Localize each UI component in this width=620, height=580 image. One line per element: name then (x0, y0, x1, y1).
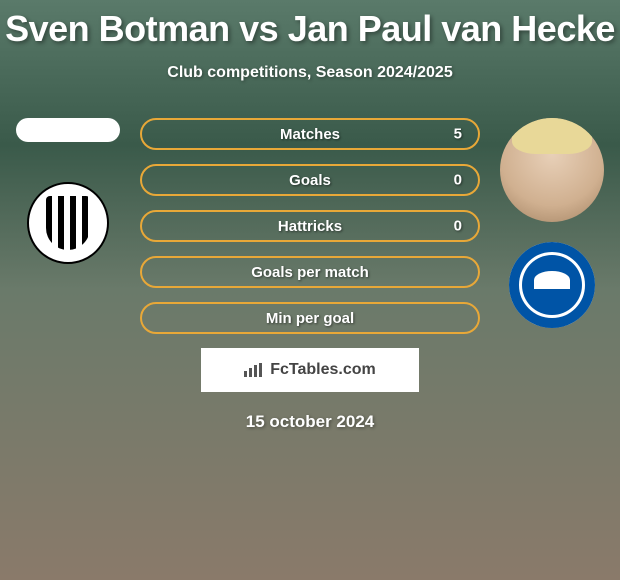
stat-row-hattricks: Hattricks 0 (140, 210, 480, 242)
stat-rows: Matches 5 Goals 0 Hattricks 0 Goals per … (140, 118, 480, 334)
bar-chart-icon (244, 363, 264, 377)
page-title: Sven Botman vs Jan Paul van Hecke (0, 0, 620, 50)
right-player-column (492, 118, 612, 328)
stat-label: Hattricks (278, 218, 342, 235)
newcastle-crest-icon (46, 196, 90, 250)
left-club-logo (27, 182, 109, 264)
comparison-content: Matches 5 Goals 0 Hattricks 0 Goals per … (0, 118, 620, 432)
watermark: FcTables.com (201, 348, 419, 392)
left-player-photo (16, 118, 120, 142)
watermark-text: FcTables.com (270, 361, 376, 379)
stat-label: Min per goal (266, 310, 354, 327)
brighton-crest-icon (509, 242, 595, 328)
date-label: 15 october 2024 (0, 412, 620, 432)
stat-value: 0 (454, 172, 462, 189)
stat-row-min-per-goal: Min per goal (140, 302, 480, 334)
right-player-photo (500, 118, 604, 222)
stat-row-goals-per-match: Goals per match (140, 256, 480, 288)
stat-label: Goals per match (251, 264, 369, 281)
stat-value: 0 (454, 218, 462, 235)
stat-label: Goals (289, 172, 331, 189)
stat-row-matches: Matches 5 (140, 118, 480, 150)
subtitle: Club competitions, Season 2024/2025 (0, 64, 620, 82)
stat-value: 5 (454, 126, 462, 143)
right-club-logo (509, 242, 595, 328)
stat-label: Matches (280, 126, 340, 143)
left-player-column (8, 118, 128, 264)
hair-shape (512, 118, 592, 154)
stat-row-goals: Goals 0 (140, 164, 480, 196)
